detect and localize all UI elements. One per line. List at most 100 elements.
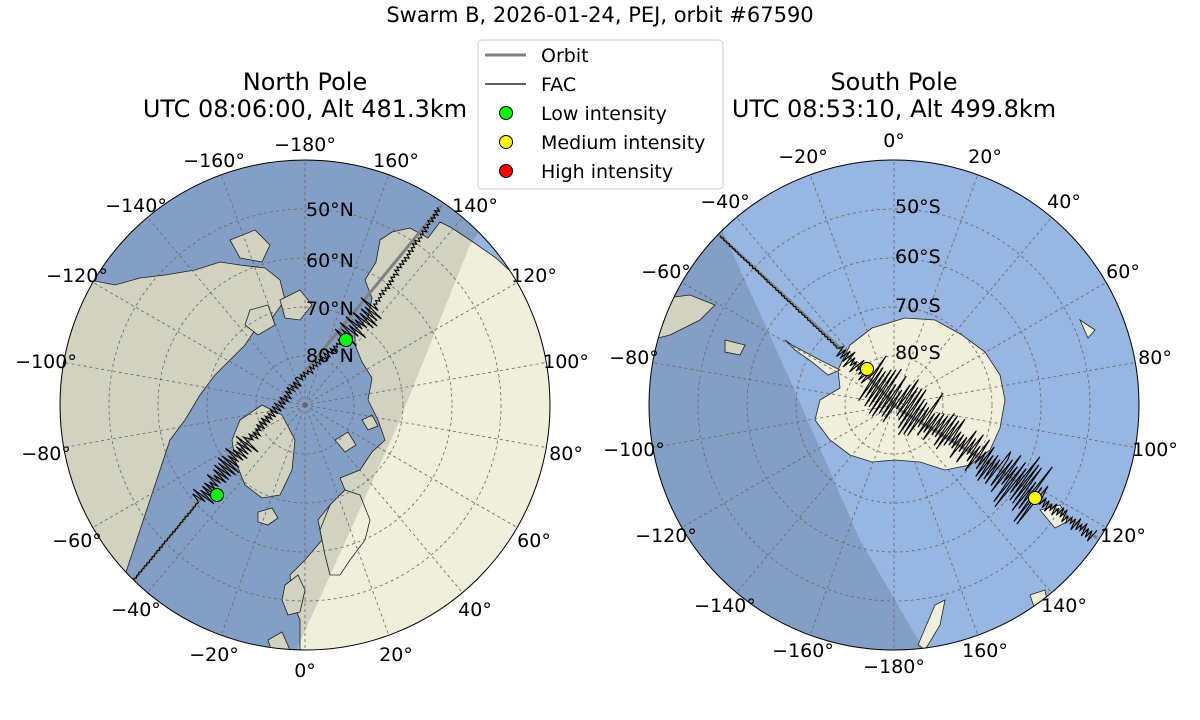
south-lon-label: 0° (883, 130, 905, 152)
meridian-line (893, 217, 1052, 406)
south-lat-label: 80°S (895, 342, 941, 364)
north-fac-trace (131, 207, 441, 583)
legend-fac-label: FAC (541, 74, 576, 96)
meridian-line (893, 404, 979, 636)
north-lon-label: −20° (189, 644, 239, 666)
south-marker-medium-1 (860, 362, 874, 376)
meridian-line (304, 404, 463, 593)
south-map-border (648, 159, 1140, 651)
south-lon-label: −40° (700, 191, 750, 213)
north-lat-label: 80°N (306, 345, 354, 367)
legend-medium-label: Medium intensity (541, 132, 705, 154)
north-lon-label: 60° (517, 530, 551, 552)
north-lon-label: 0° (294, 660, 316, 682)
north-night-shade (60, 160, 540, 650)
meridian-line (304, 404, 390, 636)
legend-orbit-label: Orbit (541, 45, 589, 67)
south-lon-label: −140° (694, 595, 756, 617)
south-lat-label: 70°S (895, 295, 941, 317)
north-lon-label: 120° (511, 265, 557, 287)
north-lon-label: 20° (379, 644, 413, 666)
south-lon-label: 100° (1132, 439, 1178, 461)
figure-title: Swarm B, 2026-01-24, PEJ, orbit #67590 (386, 3, 813, 27)
meridian-line (809, 404, 895, 636)
south-lon-label: 20° (968, 146, 1002, 168)
north-lon-label: −100° (15, 351, 77, 373)
north-land-iceland (257, 507, 279, 526)
north-lon-label: 80° (549, 443, 583, 465)
south-pole-map: South Pole UTC 08:53:10, Alt 499.8km (603, 68, 1178, 678)
north-lon-label: 160° (373, 150, 419, 172)
south-lat-labels: 50°S 60°S 70°S 80°S (895, 196, 941, 364)
meridian-line (304, 282, 518, 406)
north-graticule (63, 160, 547, 650)
north-subtitle: UTC 08:06:00, Alt 481.3km (143, 95, 467, 123)
south-lon-label: 60° (1106, 261, 1140, 283)
north-lon-label: −40° (111, 599, 161, 621)
south-lon-label: 80° (1138, 347, 1172, 369)
south-land-new-zealand (917, 599, 946, 650)
meridian-line (736, 404, 895, 593)
south-fac-trace (719, 235, 1098, 542)
north-lat-label: 50°N (306, 199, 354, 221)
meridian-line (652, 362, 895, 406)
north-lat-labels: 50°N 60°N 70°N 80°N (306, 199, 354, 367)
south-lon-label: 140° (1041, 595, 1087, 617)
meridian-line (63, 404, 306, 448)
north-lon-label: −140° (105, 195, 167, 217)
north-lon-label: −120° (46, 265, 108, 287)
south-lon-label: 120° (1100, 525, 1146, 547)
legend: Orbit FAC Low intensity Medium intensity… (477, 39, 724, 190)
legend-box (477, 39, 724, 190)
north-lon-label: −180° (274, 134, 336, 156)
south-lon-label: −160° (772, 640, 834, 662)
legend-medium-swatch (499, 135, 513, 149)
meridian-line (92, 282, 306, 406)
north-lon-label: −80° (21, 443, 71, 465)
meridian-line (92, 404, 306, 528)
meridian-line (220, 404, 306, 636)
meridian-line (893, 404, 1052, 593)
south-graticule (652, 160, 1136, 650)
south-title: South Pole (830, 68, 957, 96)
meridian-line (681, 404, 895, 528)
south-lat-label: 50°S (895, 196, 941, 218)
north-map-border (59, 159, 551, 651)
meridian-line (304, 404, 518, 528)
north-marker-low-2 (210, 488, 224, 502)
south-lon-labels: 0° 20° 40° 60° 80° 100° 120° 140° 160° −… (603, 130, 1178, 678)
meridian-line (304, 217, 463, 406)
north-lon-label: 40° (458, 599, 492, 621)
meridian-line (652, 404, 895, 448)
meridian-line (893, 282, 1107, 406)
meridian-line (809, 174, 895, 406)
south-night-shade (649, 160, 930, 650)
meridian-line (304, 404, 547, 448)
north-orbit-line (128, 204, 444, 586)
south-lon-label: 40° (1047, 191, 1081, 213)
north-lon-label: −160° (183, 150, 245, 172)
meridian-line (893, 404, 1136, 448)
north-pole-map: North Pole UTC 08:06:00, Alt 481.3km (15, 68, 589, 682)
meridian-line (147, 217, 306, 406)
meridian-line (63, 362, 306, 406)
meridian-line (304, 362, 547, 406)
legend-low-label: Low intensity (541, 103, 667, 125)
meridian-line (893, 174, 979, 406)
north-title: North Pole (243, 68, 368, 96)
north-lon-labels: −180° 160° 140° 120° 100° 80° 60° 40° 20… (15, 134, 589, 682)
legend-high-swatch (499, 164, 513, 178)
meridian-line (893, 362, 1136, 406)
meridian-line (736, 217, 895, 406)
north-lon-label: −60° (52, 530, 102, 552)
meridian-line (147, 404, 306, 593)
south-marker-medium-2 (1028, 491, 1042, 505)
north-marker-low-1 (339, 333, 353, 347)
legend-high-label: High intensity (541, 161, 673, 183)
south-lon-label: −100° (603, 439, 665, 461)
south-lon-label: −60° (641, 261, 691, 283)
south-lon-label: −180° (863, 656, 925, 678)
north-lon-label: 100° (543, 351, 589, 373)
north-lat-label: 70°N (306, 298, 354, 320)
meridian-line (304, 174, 390, 406)
